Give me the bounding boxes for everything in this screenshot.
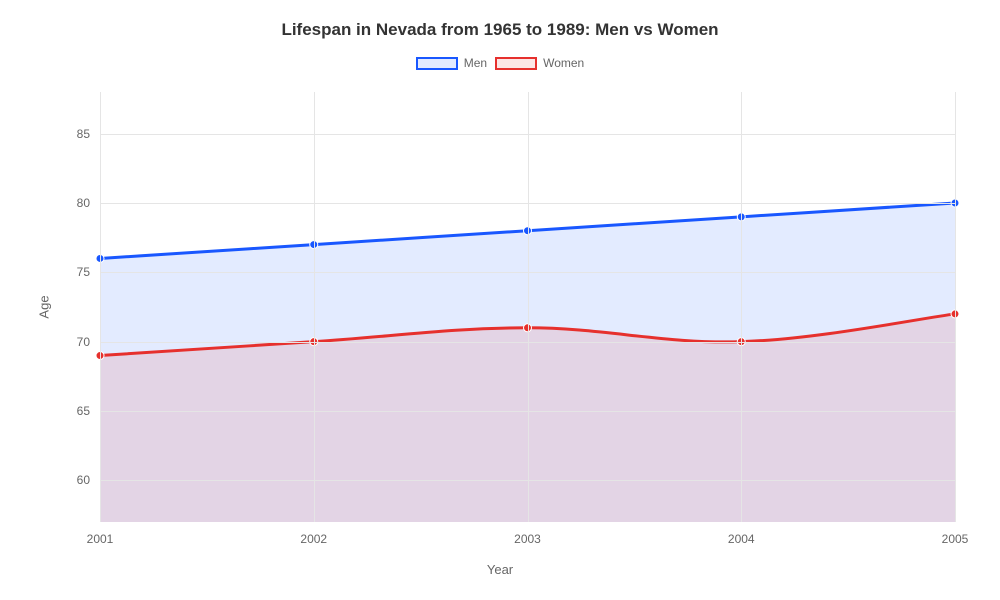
x-gridline xyxy=(100,92,101,522)
legend-item-women[interactable]: Women xyxy=(495,56,584,70)
x-tick-label: 2001 xyxy=(87,522,114,546)
y-tick-label: 75 xyxy=(77,265,100,279)
y-axis-label: Age xyxy=(37,295,52,318)
chart-container: Lifespan in Nevada from 1965 to 1989: Me… xyxy=(0,0,1000,600)
chart-legend: Men Women xyxy=(0,56,1000,70)
x-tick-label: 2004 xyxy=(728,522,755,546)
y-tick-label: 85 xyxy=(77,127,100,141)
y-tick-label: 80 xyxy=(77,196,100,210)
y-tick-label: 65 xyxy=(77,404,100,418)
x-tick-label: 2002 xyxy=(300,522,327,546)
legend-swatch-women xyxy=(495,57,537,70)
x-gridline xyxy=(741,92,742,522)
y-tick-label: 60 xyxy=(77,473,100,487)
legend-swatch-men xyxy=(416,57,458,70)
x-tick-label: 2005 xyxy=(942,522,969,546)
y-tick-label: 70 xyxy=(77,335,100,349)
x-gridline xyxy=(314,92,315,522)
x-tick-label: 2003 xyxy=(514,522,541,546)
legend-label-women: Women xyxy=(543,56,584,70)
legend-item-men[interactable]: Men xyxy=(416,56,487,70)
x-axis-label: Year xyxy=(487,562,513,577)
legend-label-men: Men xyxy=(464,56,487,70)
plot-area: 60657075808520012002200320042005 xyxy=(100,92,955,522)
chart-title: Lifespan in Nevada from 1965 to 1989: Me… xyxy=(0,20,1000,40)
x-gridline xyxy=(528,92,529,522)
x-gridline xyxy=(955,92,956,522)
